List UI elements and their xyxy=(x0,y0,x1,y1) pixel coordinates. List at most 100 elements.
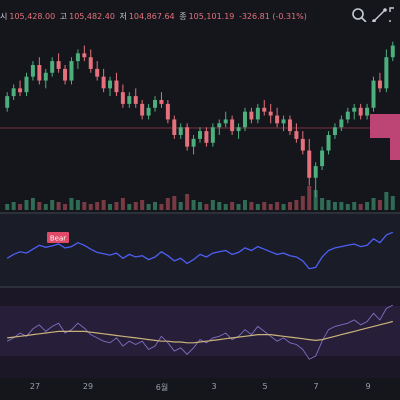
volume-bar xyxy=(326,200,331,210)
chart-canvas[interactable]: Bear xyxy=(0,0,400,378)
candle-body xyxy=(275,115,280,124)
candle-body xyxy=(108,80,113,89)
candle-body xyxy=(210,127,215,143)
candle-body xyxy=(178,127,183,135)
volume-bar xyxy=(377,200,382,210)
volume-bar xyxy=(5,204,10,210)
candle-body xyxy=(56,61,61,69)
candlestick-series xyxy=(5,41,395,198)
rsi-series xyxy=(6,231,394,270)
volume-bar xyxy=(101,200,106,210)
candle-body xyxy=(390,45,395,58)
rsi-pane xyxy=(0,214,400,286)
zoom-in-icon[interactable] xyxy=(350,6,370,26)
volume-bar xyxy=(69,198,74,210)
open-label: 시 xyxy=(0,12,8,21)
volume-bar xyxy=(172,196,177,210)
candle-body xyxy=(30,65,35,77)
candle-body xyxy=(307,150,312,178)
volume-bar xyxy=(88,204,93,210)
x-tick-label: 6월 xyxy=(155,383,169,392)
volume-bar xyxy=(210,200,215,210)
bear-signal: Bear xyxy=(47,232,69,243)
pink-zone xyxy=(370,114,400,138)
volume-bar xyxy=(371,198,376,210)
volume-bar xyxy=(358,204,363,210)
volume-bar xyxy=(275,202,280,210)
candle-body xyxy=(153,100,158,108)
candle-body xyxy=(198,131,202,139)
volume-bar xyxy=(153,202,158,210)
candle-body xyxy=(262,107,267,112)
volume-bar xyxy=(114,202,119,210)
volume-bar xyxy=(217,202,222,210)
candle-body xyxy=(384,57,389,89)
candle-body xyxy=(236,127,241,132)
candle-body xyxy=(43,72,48,81)
volume-bar xyxy=(204,204,209,210)
candle-body xyxy=(281,119,286,124)
candle-body xyxy=(95,68,100,77)
oscillator-signal-line xyxy=(7,320,393,344)
volume-bar xyxy=(287,202,292,210)
candle-body xyxy=(82,53,87,58)
volume-bar xyxy=(332,202,337,210)
candle-body xyxy=(345,111,350,120)
x-axis: 27 29 6월 3 5 7 9 xyxy=(0,378,400,400)
candle-body xyxy=(320,150,325,167)
candle-body xyxy=(339,119,344,128)
change-value: -326.81 (-0.31%) xyxy=(238,12,307,21)
candle-body xyxy=(332,127,337,135)
candle-body xyxy=(88,57,93,69)
candle-body xyxy=(268,111,273,116)
candle-body xyxy=(365,107,370,116)
candle-body xyxy=(120,92,125,104)
oscillator-series xyxy=(6,304,394,360)
volume-bar xyxy=(43,204,48,210)
volume-bar xyxy=(313,190,318,210)
candle-body xyxy=(5,96,10,108)
volume-bar xyxy=(262,202,267,210)
trendline-icon[interactable] xyxy=(370,6,390,26)
candle-body xyxy=(50,61,55,73)
volume-bar xyxy=(307,186,312,210)
candle-body xyxy=(172,119,177,135)
volume-bar xyxy=(352,202,357,210)
volume-bars xyxy=(5,186,395,210)
candle-body xyxy=(114,80,119,93)
volume-bar xyxy=(390,196,395,210)
x-tick-label: 27 xyxy=(29,382,41,391)
candle-body xyxy=(63,68,68,81)
candle-body xyxy=(140,103,145,116)
volume-bar xyxy=(185,194,190,210)
volume-bar xyxy=(345,204,350,210)
volume-bar xyxy=(37,202,42,210)
candle-body xyxy=(18,88,23,93)
candle-body xyxy=(300,138,305,151)
high-label: 고 xyxy=(59,12,68,21)
candle-body xyxy=(101,76,106,89)
candle-body xyxy=(352,107,357,112)
candle-body xyxy=(75,53,80,62)
candle-body xyxy=(11,88,16,97)
close-label: 종 xyxy=(179,12,187,21)
candle-body xyxy=(217,123,222,128)
candle-body xyxy=(204,131,209,143)
volume-bar xyxy=(294,200,299,210)
volume-bar xyxy=(268,204,273,210)
volume-bar xyxy=(365,202,370,210)
candle-body xyxy=(159,100,164,104)
volume-bar xyxy=(140,200,145,210)
volume-bar xyxy=(18,204,23,210)
oscillator-line xyxy=(6,304,394,360)
pink-zone xyxy=(390,138,400,160)
close-value: 105,101.19 xyxy=(188,12,235,21)
candle-body xyxy=(294,131,299,139)
volume-bar xyxy=(300,196,305,210)
candle-body xyxy=(249,111,254,120)
candle-body xyxy=(165,103,170,120)
volume-bar xyxy=(339,202,344,210)
volume-bar xyxy=(178,202,183,210)
volume-bar xyxy=(223,204,228,210)
